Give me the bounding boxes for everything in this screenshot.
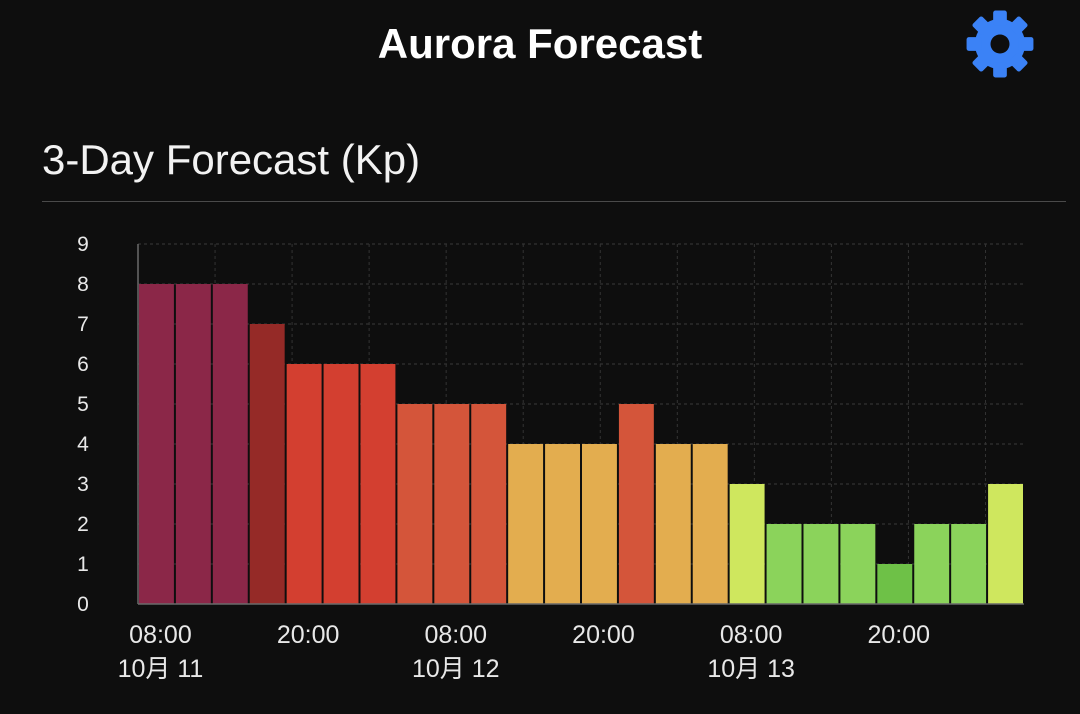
y-axis-labels: 0 1 2 3 4 5 6 7 8 9 — [77, 233, 89, 616]
bar-18 — [803, 524, 839, 604]
bar-13 — [618, 404, 654, 604]
bar-2 — [212, 284, 248, 604]
y-tick-label: 7 — [77, 313, 89, 336]
gear-icon — [966, 10, 1034, 78]
x-tick-time-label: 08:00 — [720, 621, 783, 649]
bar-22 — [951, 524, 987, 604]
x-tick-date-label: 10月 12 — [412, 655, 500, 683]
y-tick-label: 6 — [77, 353, 89, 376]
bar-17 — [766, 524, 802, 604]
bar-8 — [434, 404, 470, 604]
section-title: 3-Day Forecast (Kp) — [42, 136, 421, 183]
y-tick-label: 1 — [77, 553, 89, 576]
bar-23 — [988, 484, 1023, 604]
settings-button[interactable] — [962, 6, 1038, 82]
bar-0 — [139, 284, 174, 604]
x-tick-date-label: 10月 11 — [118, 655, 204, 683]
y-tick-label: 8 — [77, 273, 89, 296]
x-tick-date-label: 10月 13 — [707, 655, 795, 683]
bar-6 — [360, 364, 396, 604]
bar-1 — [175, 284, 211, 604]
x-tick-time-label: 08:00 — [129, 621, 192, 649]
bar-19 — [840, 524, 876, 604]
x-tick-time-label: 20:00 — [572, 621, 635, 649]
bar-9 — [471, 404, 507, 604]
y-tick-label: 0 — [77, 593, 89, 616]
bar-5 — [323, 364, 359, 604]
chart-bars — [139, 284, 1023, 604]
x-tick-time-label: 20:00 — [868, 621, 931, 649]
bar-12 — [582, 444, 617, 604]
x-axis-labels: 08:00 10月 11 20:00 08:00 10月 12 20:00 08:00 10月… — [118, 621, 930, 683]
x-tick-time-label: 08:00 — [425, 621, 488, 649]
bar-20 — [877, 564, 913, 604]
bar-7 — [397, 404, 433, 604]
bar-15 — [692, 444, 728, 604]
bar-3 — [249, 324, 285, 604]
y-tick-label: 9 — [77, 233, 89, 256]
bar-16 — [729, 484, 765, 604]
y-tick-label: 3 — [77, 473, 89, 496]
x-tick-time-label: 20:00 — [277, 621, 340, 649]
bar-14 — [655, 444, 691, 604]
section-divider — [42, 201, 1066, 202]
bar-10 — [508, 444, 544, 604]
bar-11 — [545, 444, 580, 604]
bar-21 — [914, 524, 950, 604]
y-tick-label: 5 — [77, 393, 89, 416]
bar-4 — [286, 364, 322, 604]
y-tick-label: 2 — [77, 513, 89, 536]
app-title: Aurora Forecast — [377, 20, 703, 67]
y-tick-label: 4 — [77, 433, 89, 456]
chart-axes — [137, 244, 1024, 605]
